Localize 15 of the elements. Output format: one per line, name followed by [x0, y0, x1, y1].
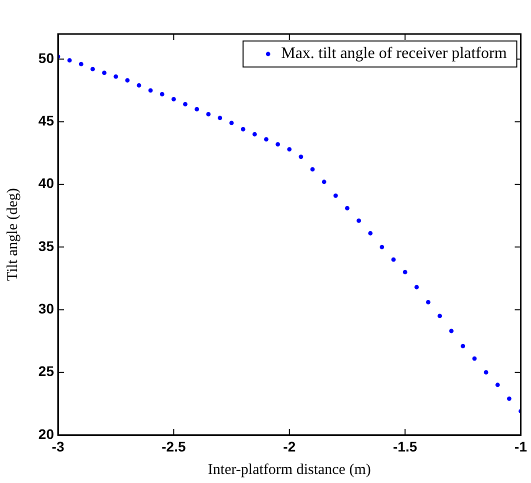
y-tick-label: 50: [38, 50, 54, 66]
x-tick-label: -3: [52, 438, 64, 454]
y-tick-label: 30: [38, 300, 54, 317]
y-tick-label: 45: [38, 112, 54, 129]
x-tick-label: -1.5: [393, 438, 418, 454]
y-axis-title: Tilt angle (deg): [4, 188, 21, 281]
x-tick-label: -2.5: [162, 438, 186, 454]
y-tick-label: 35: [38, 238, 54, 254]
y-tick-label: 40: [38, 175, 54, 192]
x-tick-label: -2: [283, 438, 296, 454]
y-tick-label: 25: [38, 363, 54, 380]
y-tick-label: 20: [38, 426, 54, 442]
legend-label: Max. tilt angle of receiver platform: [281, 45, 508, 62]
x-tick-label: -1: [514, 438, 528, 454]
x-axis-title: Inter-platform distance (m): [208, 462, 371, 478]
